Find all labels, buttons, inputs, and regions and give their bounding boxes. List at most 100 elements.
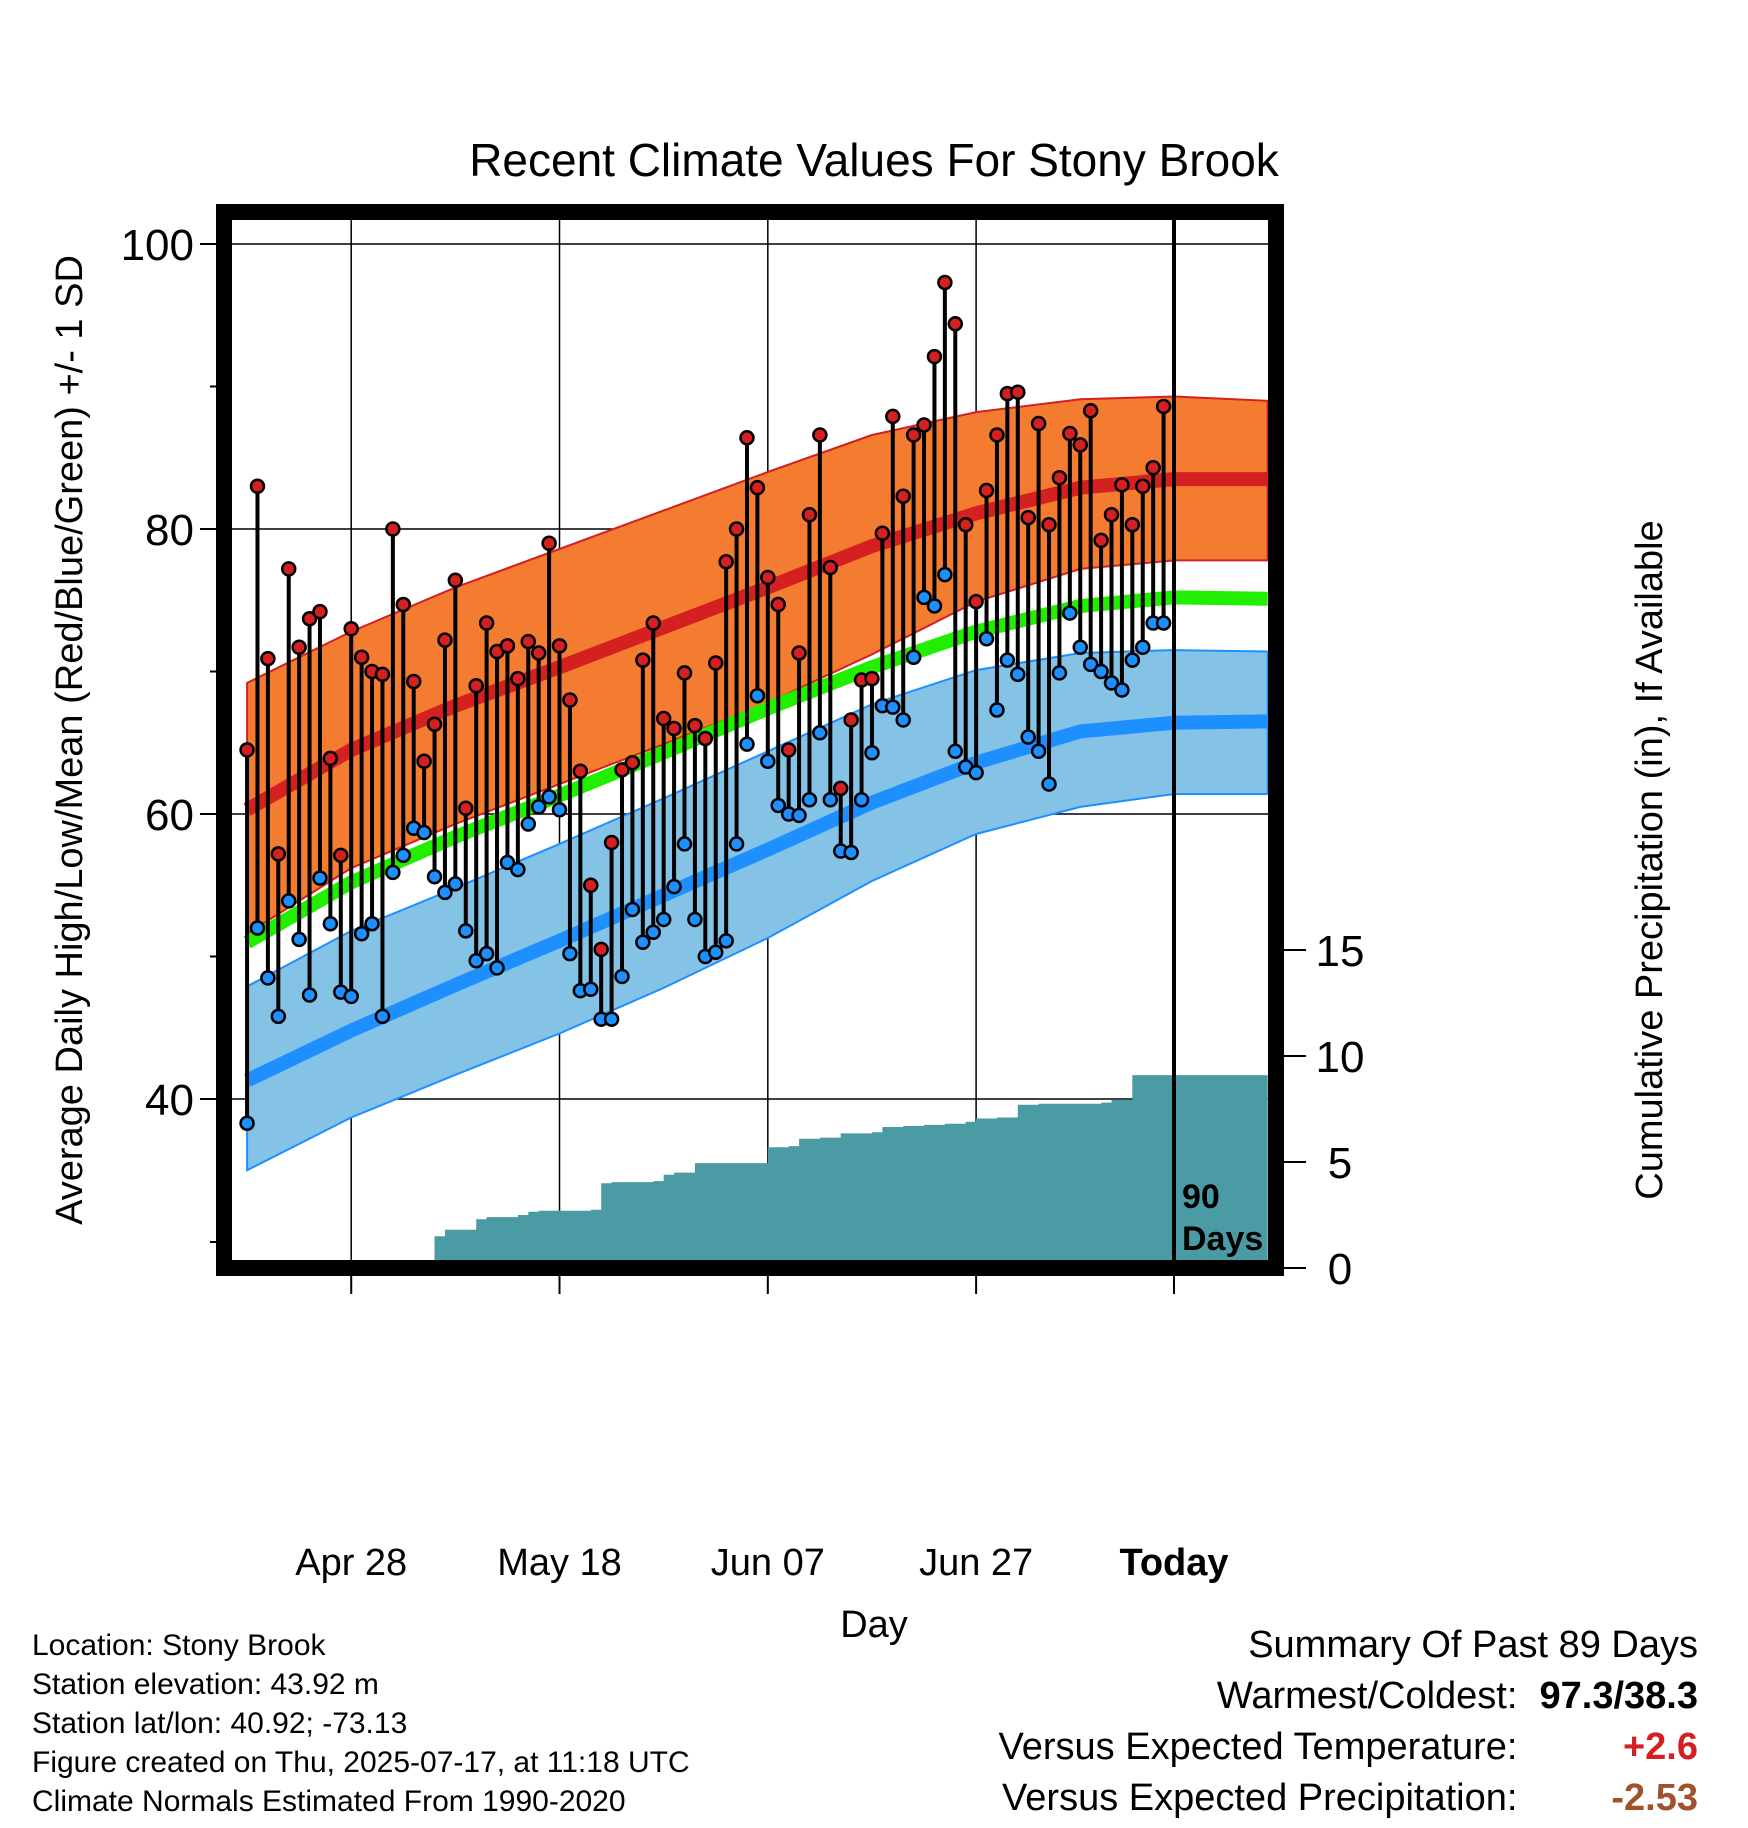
daily-high-point bbox=[645, 615, 661, 631]
daily-high-point bbox=[291, 639, 307, 656]
daily-low-point bbox=[1010, 666, 1026, 683]
daily-low-point bbox=[1020, 729, 1036, 745]
daily-low-point bbox=[520, 816, 537, 832]
precip-anomaly-label: Versus Expected Precipitation: bbox=[1002, 1777, 1518, 1819]
daily-low-point bbox=[541, 789, 557, 805]
daily-low-point bbox=[1093, 663, 1109, 680]
daily-low-point bbox=[770, 797, 786, 814]
daily-high-point bbox=[947, 316, 964, 332]
daily-low-point bbox=[343, 988, 359, 1005]
daily-high-point bbox=[843, 712, 859, 728]
created-text: Figure created on Thu, 2025-07-17, at 11… bbox=[32, 1746, 690, 1779]
daily-high-point bbox=[1082, 402, 1099, 419]
daily-low-point bbox=[687, 911, 703, 928]
daily-high-point bbox=[916, 417, 932, 433]
daily-low-point bbox=[353, 925, 370, 942]
precip-anomaly-value: -2.53 bbox=[1611, 1777, 1698, 1819]
daily-low-point bbox=[624, 901, 641, 918]
daily-low-point bbox=[707, 944, 724, 960]
daily-low-point bbox=[666, 878, 682, 895]
y2-tick-label: 0 bbox=[1328, 1245, 1352, 1294]
daily-low-point bbox=[1155, 615, 1172, 631]
daily-high-point bbox=[239, 742, 255, 758]
daily-low-point bbox=[468, 953, 484, 969]
daily-high-point bbox=[1020, 509, 1036, 526]
daily-low-point bbox=[885, 699, 901, 715]
daily-low-point bbox=[603, 1011, 620, 1027]
daily-low-point bbox=[937, 566, 953, 583]
daily-high-point bbox=[895, 488, 911, 504]
daily-high-point bbox=[676, 665, 693, 681]
daily-high-point bbox=[770, 596, 786, 613]
daily-high-point bbox=[426, 716, 443, 732]
daily-low-point bbox=[301, 987, 318, 1003]
x-tick-label: Jun 27 bbox=[919, 1542, 1033, 1584]
daily-high-point bbox=[874, 525, 891, 542]
daily-high-point bbox=[530, 645, 547, 661]
y-tick-label: 60 bbox=[145, 791, 194, 840]
summary-panel: Summary Of Past 89 Days Warmest/Coldest:… bbox=[999, 1620, 1698, 1824]
daily-high-point bbox=[1145, 459, 1161, 476]
daily-low-point bbox=[270, 1008, 287, 1025]
daily-high-point bbox=[728, 521, 745, 537]
daily-high-point bbox=[968, 593, 984, 610]
daily-low-point bbox=[551, 801, 568, 818]
station-info: Location: Stony Brook Station elevation:… bbox=[32, 1626, 690, 1821]
daily-low-point bbox=[395, 847, 412, 864]
axes: 40 60 80 100 0 5 10 15 Apr 28 May 18 Jun 07 Jun 27 T… bbox=[121, 204, 1364, 1584]
daily-low-point bbox=[749, 687, 766, 704]
daily-high-point bbox=[822, 559, 839, 576]
daily-low-point bbox=[583, 981, 599, 998]
daily-low-point bbox=[614, 968, 630, 985]
daily-low-point bbox=[947, 743, 964, 760]
daily-low-point bbox=[905, 649, 922, 665]
daily-low-point bbox=[489, 960, 505, 976]
daily-high-point bbox=[1072, 437, 1089, 453]
precip-area bbox=[247, 1075, 1268, 1268]
daily-low-point bbox=[280, 893, 297, 909]
low-sd-band bbox=[246, 649, 1269, 1172]
daily-high-point bbox=[707, 655, 724, 671]
x-tick-label: Today bbox=[1119, 1542, 1228, 1584]
daily-low-point bbox=[1124, 652, 1141, 668]
daily-high-point bbox=[760, 569, 776, 586]
daily-low-point bbox=[739, 736, 755, 752]
daily-high-point bbox=[749, 479, 766, 496]
chart-title: Recent Climate Values For Stony Brook bbox=[469, 134, 1280, 186]
daily-low-point bbox=[312, 870, 328, 886]
daily-high-point bbox=[301, 611, 318, 627]
daily-low-point bbox=[718, 933, 734, 949]
daily-high-point bbox=[718, 554, 734, 570]
daily-high-point bbox=[832, 780, 849, 797]
y-tick-label: 80 bbox=[145, 506, 194, 555]
warm-cold-label: Warmest/Coldest: bbox=[1216, 1675, 1518, 1717]
daily-high-point bbox=[791, 645, 807, 661]
daily-low-point bbox=[853, 792, 870, 808]
daily-high-point bbox=[260, 650, 276, 667]
plot-frame bbox=[216, 204, 1284, 1276]
daily-low-point bbox=[458, 923, 474, 939]
daily-high-point bbox=[1030, 415, 1047, 432]
x-tick-label: May 18 bbox=[497, 1542, 622, 1584]
daily-low-point bbox=[322, 915, 339, 932]
daily-high-point bbox=[562, 692, 578, 708]
daily-high-point bbox=[864, 670, 880, 687]
daily-low-point bbox=[645, 924, 661, 941]
daily-high-point bbox=[1041, 516, 1057, 533]
daily-high-point bbox=[801, 507, 818, 523]
latlon-text: Station lat/lon: 40.92; -73.13 bbox=[32, 1707, 408, 1740]
daily-high-point bbox=[989, 427, 1005, 443]
daily-high-point bbox=[1135, 478, 1151, 494]
daily-high-point bbox=[603, 834, 620, 851]
today-label-days-count: 90 bbox=[1182, 1178, 1220, 1216]
daily-high-point bbox=[1062, 425, 1078, 442]
daily-low-point bbox=[416, 824, 432, 841]
daily-high-point bbox=[343, 621, 359, 637]
daily-high-point bbox=[510, 670, 526, 687]
daily-low-point bbox=[562, 945, 578, 962]
daily-high-point bbox=[926, 348, 943, 365]
daily-high-point bbox=[353, 649, 370, 665]
daily-high-point bbox=[812, 427, 828, 443]
daily-high-point bbox=[395, 596, 412, 613]
y-axis-label: Average Daily High/Low/Mean (Red/Blue/Gr… bbox=[49, 255, 91, 1225]
